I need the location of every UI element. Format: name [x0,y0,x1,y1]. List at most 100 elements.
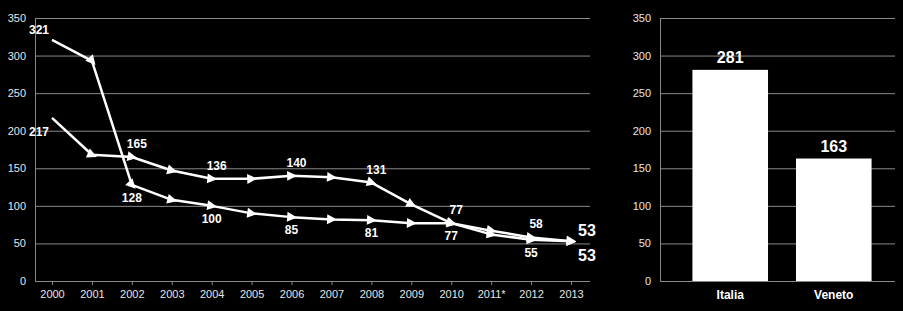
x-tick: Italia [717,281,745,302]
x-tick: 2004 [200,281,224,300]
x-tick: 2011* [478,281,507,300]
x-tick-label: 2002 [120,288,144,300]
series-line [52,118,571,241]
grid-line [35,281,590,282]
data-label: 77 [445,229,459,243]
x-tick: 2008 [360,281,384,300]
x-tick-label: Veneto [814,288,853,302]
tick-mark [451,281,452,285]
tick-mark [531,281,532,285]
tick-mark [411,281,412,285]
x-tick-label: 2000 [40,288,64,300]
data-labels: 3211281008581775553217165136140131775853 [29,23,596,264]
y-tick-label: 100 [8,200,26,212]
y-tick-label: 0 [20,275,26,287]
data-label: 131 [366,163,386,177]
x-tick-label: 2012 [519,288,543,300]
grid-line [35,243,590,244]
x-tick-label: 2010 [439,288,463,300]
grid-line [35,56,590,57]
y-tick-label: 200 [8,125,26,137]
x-axis-line [681,281,885,282]
bars [692,70,871,281]
x-axis-line [53,281,572,282]
data-labels: 281163 [717,49,847,155]
y-tick-label: 50 [14,237,26,249]
x-axis: 2000 2001 2002 2003 2004 2005 2006 2007 2008 2009… [40,281,583,300]
y-axis: 050100150200250300350 [633,12,895,287]
y-tick-label: 150 [633,162,651,174]
y-tick-label: 250 [8,87,26,99]
y-tick-label: 100 [633,200,651,212]
tick-mark [212,281,213,285]
series-line [52,40,571,241]
y-tick: 200 [8,125,590,137]
x-tick: 2005 [240,281,264,300]
x-tick-label: 2009 [400,288,424,300]
y-tick: 250 [8,87,590,99]
tick-mark [172,281,173,285]
data-label: 53 [578,247,596,264]
y-tick-label: 150 [8,162,26,174]
grid-line [660,56,895,57]
chart-canvas: 0501001502002503003502000200120022003200… [0,0,903,311]
y-tick: 100 [8,200,590,212]
tick-mark [292,281,293,285]
x-tick: 2001 [80,281,104,300]
x-tick-label: 2005 [240,288,264,300]
tick-mark [252,281,253,285]
x-tick-label: 2013 [559,288,583,300]
grid-line [660,18,895,19]
data-label: 128 [122,191,142,205]
x-tick-label: 2004 [200,288,224,300]
data-label: 165 [127,137,147,151]
bar [692,70,768,281]
tick-mark [571,281,572,285]
y-axis-line [35,19,36,282]
x-tick: 2000 [40,281,64,300]
data-label: 81 [365,226,379,240]
grid-line [35,206,590,207]
tick-mark [52,281,53,285]
data-label: 321 [29,23,49,37]
y-tick: 350 [8,12,590,24]
y-tick: 300 [8,50,590,62]
x-tick: 2002 [120,281,144,300]
x-tick-label: 2001 [80,288,104,300]
grid-line [35,93,590,94]
data-label: 140 [287,156,307,170]
x-tick: Veneto [814,281,853,302]
x-tick: 2007 [320,281,344,300]
x-tick: 2012 [519,281,543,300]
data-label: 55 [524,246,538,260]
y-tick-label: 250 [633,87,651,99]
grid-line [35,18,590,19]
y-tick-label: 300 [8,50,26,62]
x-tick: 2003 [160,281,184,300]
grid-line [35,168,590,169]
data-label: 58 [529,217,543,231]
y-axis: 0 50 100 150 200 250 300 350 [8,12,590,287]
data-label: 85 [285,223,299,237]
x-tick-label: 2008 [360,288,384,300]
x-tick: 2013 [559,281,583,300]
x-tick-label: 2003 [160,288,184,300]
y-tick-label: 50 [639,237,651,249]
x-tick-label: 2006 [280,288,304,300]
y-tick: 300 [633,50,895,62]
x-tick: 2009 [400,281,424,300]
x-tick: 2010 [439,281,463,300]
x-axis: Italia Veneto [681,281,885,302]
y-tick-label: 0 [645,275,651,287]
data-label: 53 [578,222,596,239]
tick-mark [92,281,93,285]
data-label: 77 [450,203,464,217]
lines [52,40,571,241]
data-label: 136 [207,159,227,173]
x-tick: 2006 [280,281,304,300]
y-tick-label: 350 [633,12,651,24]
y-tick-label: 300 [633,50,651,62]
data-label: 100 [202,212,222,226]
data-label: 163 [820,138,847,155]
tick-mark [132,281,133,285]
